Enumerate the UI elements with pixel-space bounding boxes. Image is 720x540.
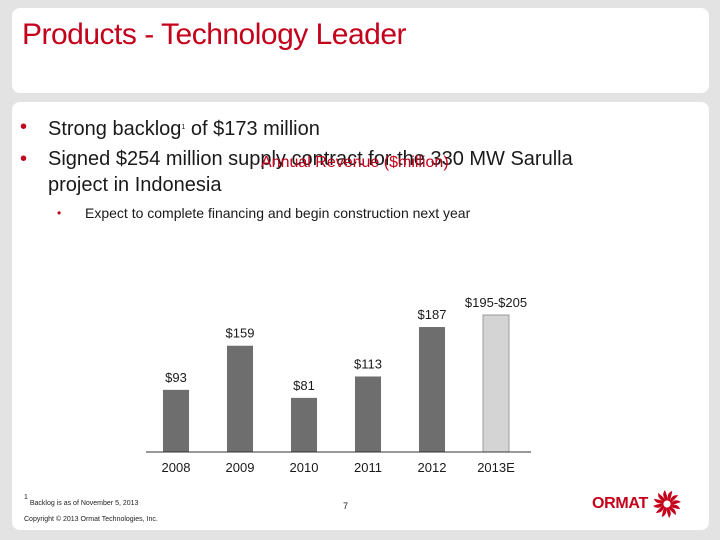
sub-bullet-marker: • [57, 206, 62, 220]
tick-label-2009: 2009 [226, 460, 255, 475]
footnote: 1 Backlog is as of November 5, 2013 [24, 494, 138, 507]
bullet-backlog-amount: of $173 million [185, 118, 320, 140]
bar-2008 [163, 389, 189, 452]
data-label-2013E: $195-$205 [465, 295, 527, 310]
copyright: Copyright © 2013 Ormat Technologies, Inc… [24, 516, 158, 523]
bar-2011 [355, 376, 381, 452]
tick-label-2010: 2010 [290, 460, 319, 475]
tick-label-2008: 2008 [162, 460, 191, 475]
tick-label-2012: 2012 [418, 460, 447, 475]
bar-2013E [482, 314, 510, 453]
logo-text: ORMAT [592, 495, 648, 512]
data-label-2009: $159 [226, 326, 255, 341]
page-number: 7 [343, 501, 349, 511]
footnote-marker: 1 [24, 494, 28, 501]
bar-2010 [291, 397, 317, 452]
bullet-marker: • [20, 116, 28, 138]
chart-title: Annual Revenue ($million) [261, 154, 449, 171]
footnote-text: Backlog is as of November 5, 2013 [29, 500, 139, 507]
title-panel: Products - Technology Leader [12, 8, 709, 93]
data-label-2008: $93 [165, 370, 187, 385]
bullet-sarulla-line1: Signed $254 million supply contract for … [48, 148, 573, 170]
tick-label-2011: 2011 [354, 460, 382, 475]
data-label-2011: $113 [354, 356, 382, 371]
ormat-logo: ORMAT [592, 489, 683, 519]
slide-title: Products - Technology Leader [22, 18, 407, 51]
bullet-sarulla-line2: project in Indonesia [48, 174, 222, 196]
ormat-turbine-icon [652, 490, 681, 518]
data-label-2012: $187 [418, 307, 447, 322]
bullet-marker: • [20, 148, 28, 170]
sub-bullet-text: Expect to complete financing and begin c… [85, 205, 471, 221]
bar-2012 [419, 327, 445, 452]
data-label-2010: $81 [293, 378, 315, 393]
footnote-ref: 1 [181, 124, 186, 131]
bullet-backlog-text: Strong backlog [48, 118, 182, 140]
content-panel [12, 102, 709, 530]
bar-2009 [227, 345, 253, 452]
tick-label-2013E: 2013E [477, 460, 515, 475]
